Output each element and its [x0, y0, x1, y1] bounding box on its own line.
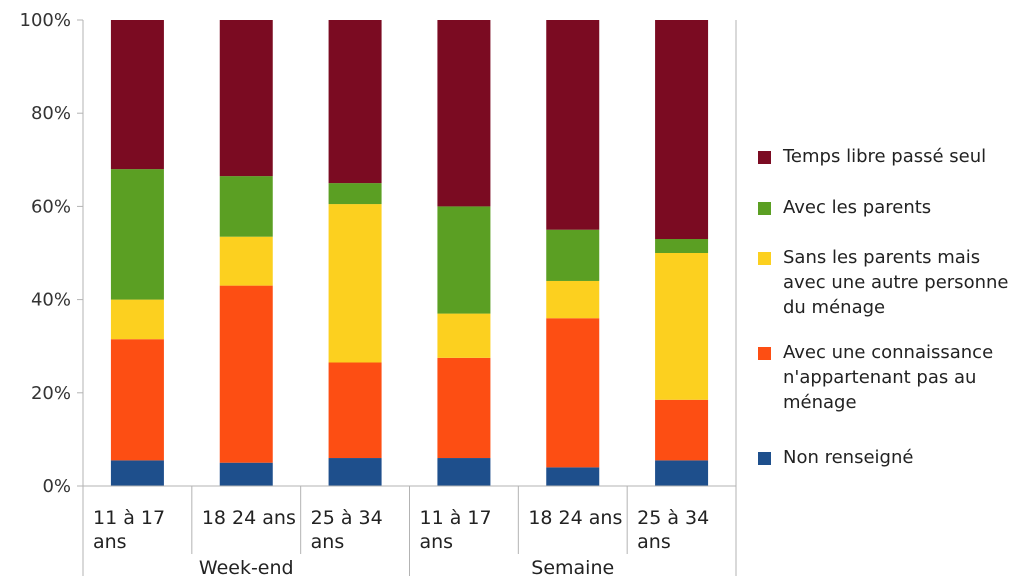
bar-segment-s1-c3	[437, 357, 491, 459]
bar-segment-s3-c1	[219, 176, 273, 237]
bar-segment-s0-c1	[219, 462, 273, 486]
bar-segment-s1-c5	[655, 399, 709, 461]
bar-segment-s3-c4	[546, 229, 600, 281]
bar-segment-s1-c4	[546, 318, 600, 468]
x-group-label: Semaine	[531, 557, 614, 579]
legend-swatch	[758, 202, 771, 215]
bar-segment-s4-c0	[110, 20, 164, 170]
bar-segment-s3-c3	[437, 206, 491, 314]
bar-segment-s1-c0	[110, 339, 164, 461]
bar-segment-s0-c4	[546, 467, 600, 486]
bar-segment-s2-c1	[219, 236, 273, 286]
y-tick-label: 20%	[31, 383, 71, 404]
bar-segment-s2-c3	[437, 313, 491, 358]
legend-label: Avec une connaissance n'appartenant pas a…	[783, 342, 993, 413]
bar-segment-s4-c3	[437, 20, 491, 207]
bar-segment-s4-c4	[546, 20, 600, 230]
x-category-label: 18 24 ans	[202, 507, 296, 529]
y-tick-label: 60%	[31, 196, 71, 217]
legend-label: Sans les parents mais avec une autre pers…	[783, 247, 1008, 318]
bar-segment-s3-c2	[328, 183, 382, 205]
bar-segment-s2-c2	[328, 204, 382, 363]
bar-segment-s0-c5	[655, 460, 709, 486]
bar-segment-s4-c5	[655, 20, 709, 240]
y-tick-label: 100%	[20, 10, 71, 31]
bar-segment-s0-c3	[437, 458, 491, 486]
legend-label: Avec les parents	[783, 197, 931, 218]
legend-swatch	[758, 452, 771, 465]
bar-segment-s3-c5	[655, 239, 709, 253]
x-category-label: 25 à 34 ans	[637, 507, 709, 553]
bar-segment-s2-c4	[546, 280, 600, 319]
bar-segment-s4-c1	[219, 20, 273, 177]
legend-swatch	[758, 252, 771, 265]
legend-label: Non renseigné	[783, 447, 913, 468]
y-tick-label: 0%	[42, 476, 71, 497]
bar-segment-s0-c2	[328, 458, 382, 486]
bar-segment-s2-c5	[655, 253, 709, 400]
x-group-label: Week-end	[199, 557, 294, 579]
y-tick-label: 80%	[31, 103, 71, 124]
axes-layer: 0% 20% 40% 60% 80% 100% 11 à 17 ans 18 24 ans 25 …	[20, 10, 737, 579]
x-category-label: 25 à 34 ans	[311, 507, 383, 553]
legend-swatch	[758, 347, 771, 360]
x-category-label: 11 à 17 ans	[93, 507, 165, 553]
legend-label: Temps libre passé seul	[782, 146, 986, 167]
bar-segment-s4-c2	[328, 20, 382, 184]
legend: Temps libre passé seul Avec les parents Sa…	[758, 146, 1008, 468]
legend-swatch	[758, 151, 771, 164]
y-tick-label: 40%	[31, 290, 71, 311]
x-category-label: 11 à 17 ans	[420, 507, 492, 553]
bars-layer	[110, 20, 709, 486]
bar-segment-s0-c0	[110, 460, 164, 486]
x-category-label: 18 24 ans	[528, 507, 622, 529]
bar-segment-s1-c2	[328, 362, 382, 459]
bar-segment-s3-c0	[110, 169, 164, 300]
bar-segment-s1-c1	[219, 285, 273, 463]
bar-segment-s2-c0	[110, 299, 164, 340]
